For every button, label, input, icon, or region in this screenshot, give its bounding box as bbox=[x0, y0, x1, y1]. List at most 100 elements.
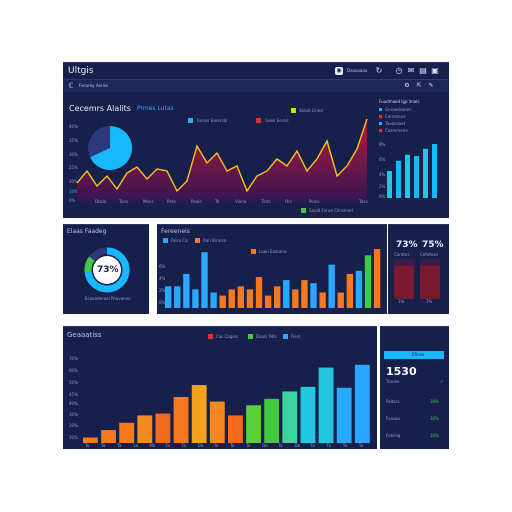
side-bar bbox=[405, 154, 410, 198]
donut-center bbox=[93, 256, 121, 284]
window-icon[interactable]: ▣ bbox=[431, 66, 439, 75]
mid-bar bbox=[328, 264, 335, 308]
mid-bar bbox=[237, 286, 245, 308]
legend-label-3: Stoub Lined bbox=[299, 108, 323, 113]
side-y-tick: 2% bbox=[379, 184, 386, 189]
mid-bar bbox=[283, 280, 290, 308]
bottom-x-tick: Ta bbox=[326, 443, 331, 448]
x-tick: Peta bbox=[167, 199, 176, 204]
top-dashboard-panel: Ultgis ◉ Daaaaaaa ↻ ◷ ✉ ▤ ▣ ℂ Fesaray Ae… bbox=[63, 62, 449, 218]
legend-label-2: Geek Eerssl bbox=[265, 118, 289, 123]
kpi-fill bbox=[420, 265, 440, 299]
side-row: Tavonsaet bbox=[385, 121, 406, 126]
mid-bar bbox=[264, 295, 272, 308]
bottom-y-tick: 40% bbox=[69, 401, 78, 406]
edit-icon[interactable]: ✎ bbox=[428, 82, 434, 89]
bottom-bar bbox=[155, 413, 171, 443]
bottom-bar bbox=[282, 391, 298, 443]
mid-bar-chart bbox=[165, 249, 381, 308]
mid-bar bbox=[319, 292, 326, 308]
mid-y-tick: 4% bbox=[159, 276, 166, 281]
bell-icon[interactable]: ✉ bbox=[407, 66, 415, 75]
bottom-x-tick: Tu bbox=[85, 443, 90, 448]
donut-caption: Ecaeaderaoi Pnavanns bbox=[85, 296, 131, 301]
window-titlebar: Ultgis ◉ Daaaaaaa ↻ ◷ ✉ ▤ ▣ bbox=[63, 63, 449, 79]
clock-icon[interactable]: ◷ bbox=[395, 66, 403, 75]
bottom-x-tick: Da bbox=[294, 443, 300, 448]
bottom-y-tick: 30% bbox=[69, 412, 78, 417]
bottom-bar-panel: Geaaatiss Cas Cagins Daals Pdls Fiers 70… bbox=[63, 326, 377, 449]
bottom-x-tick: Ta bbox=[246, 443, 251, 448]
list-icon[interactable]: ▤ bbox=[419, 66, 427, 75]
kpi-row-label: Fsasaa bbox=[386, 416, 400, 421]
pie-slice bbox=[90, 126, 132, 170]
mid-bar bbox=[174, 286, 181, 308]
bottom-bar bbox=[246, 405, 261, 443]
refresh-icon[interactable]: ↻ bbox=[375, 66, 383, 75]
bottom-legend-swatch-2 bbox=[248, 334, 253, 339]
mid-bar bbox=[301, 280, 308, 308]
mid-legend-2: Aan Birarsa bbox=[203, 238, 227, 243]
mid-legend-swatch-3 bbox=[251, 249, 256, 254]
bottom-x-tick: Ta bbox=[310, 443, 315, 448]
kpi-fill-bars bbox=[394, 259, 440, 299]
mid-bar bbox=[355, 270, 363, 308]
expand-icon[interactable]: ⇱ bbox=[416, 82, 422, 89]
donut-title: Elaas Faadeg bbox=[67, 228, 107, 235]
kpi-label-2: Cefotean bbox=[420, 252, 439, 257]
bottom-x-tick: Ta bbox=[101, 443, 106, 448]
x-tick: Dbsla bbox=[95, 199, 107, 204]
side-bar bbox=[387, 171, 392, 198]
x-tick: Taxs bbox=[359, 199, 368, 204]
side-swatch-4 bbox=[379, 129, 382, 132]
mid-bar bbox=[201, 252, 208, 308]
bottom-bar bbox=[300, 386, 316, 443]
mid-bar bbox=[337, 292, 344, 308]
bottom-x-tick: Ta bbox=[213, 443, 219, 448]
donut-arc-accent bbox=[84, 247, 130, 293]
bottom-bar bbox=[228, 415, 243, 443]
kpi-row-value: 30% bbox=[430, 416, 439, 421]
kpi-row-value: 30% bbox=[430, 399, 439, 404]
x-tick: Tints bbox=[261, 199, 271, 204]
search-icon[interactable]: ℂ bbox=[68, 82, 74, 90]
bottom-bar-chart bbox=[83, 364, 370, 443]
bottom-x-tick: Ta bbox=[117, 443, 122, 448]
bottom-legend-swatch-1 bbox=[208, 334, 213, 339]
bottom-bar bbox=[137, 415, 153, 443]
y-tick: 0% bbox=[69, 198, 76, 203]
x-tick: Pooie bbox=[191, 199, 202, 204]
mid-bar-panel: Fereeneis Falsa Ca Aan Birarsa Laan Eaau… bbox=[157, 224, 387, 314]
y-tick: 20% bbox=[69, 179, 78, 184]
side-row: Cernmane bbox=[385, 114, 406, 119]
donut-arc bbox=[84, 247, 130, 293]
mid-y-tick: 6% bbox=[159, 264, 166, 269]
line-series bbox=[76, 118, 368, 193]
settings-icon[interactable]: ⚙ bbox=[404, 82, 410, 89]
bottom-y-tick: 70% bbox=[69, 356, 78, 361]
bottom-y-tick: 50% bbox=[69, 380, 78, 385]
bottom-y-tick: 20% bbox=[69, 423, 78, 428]
mid-legend-1: Falsa Ca bbox=[171, 238, 188, 243]
kpi-main-value: 1530 bbox=[386, 365, 417, 378]
side-bar-chart bbox=[387, 144, 437, 198]
bottom-bar bbox=[191, 385, 207, 443]
mid-bar bbox=[346, 273, 354, 308]
area-series bbox=[77, 119, 367, 201]
kpi-value-2: 75% bbox=[422, 240, 444, 250]
kpi-label-1: Cantars bbox=[394, 252, 410, 257]
kpi-row-label: Paltsra bbox=[386, 399, 400, 404]
bottom-x-tick: Ta bbox=[181, 443, 186, 448]
bottom-legend-2: Daals Pdls bbox=[256, 334, 277, 339]
x-tick: Poins bbox=[309, 199, 320, 204]
kpi-fill bbox=[394, 265, 414, 299]
search-label[interactable]: Fesaray Aeriss bbox=[79, 83, 108, 88]
kpi-sub: Trauee bbox=[386, 379, 400, 384]
mid-y-tick: 0% bbox=[159, 300, 166, 305]
user-icon[interactable]: ◉ bbox=[335, 67, 343, 75]
legend-swatch-red bbox=[256, 118, 261, 123]
mid-legend-swatch-1 bbox=[163, 238, 168, 243]
bottom-bar bbox=[354, 364, 370, 443]
mid-bar-title: Fereeneis bbox=[161, 228, 190, 235]
top-chart-highlight: Prmes Lutas bbox=[137, 105, 174, 112]
